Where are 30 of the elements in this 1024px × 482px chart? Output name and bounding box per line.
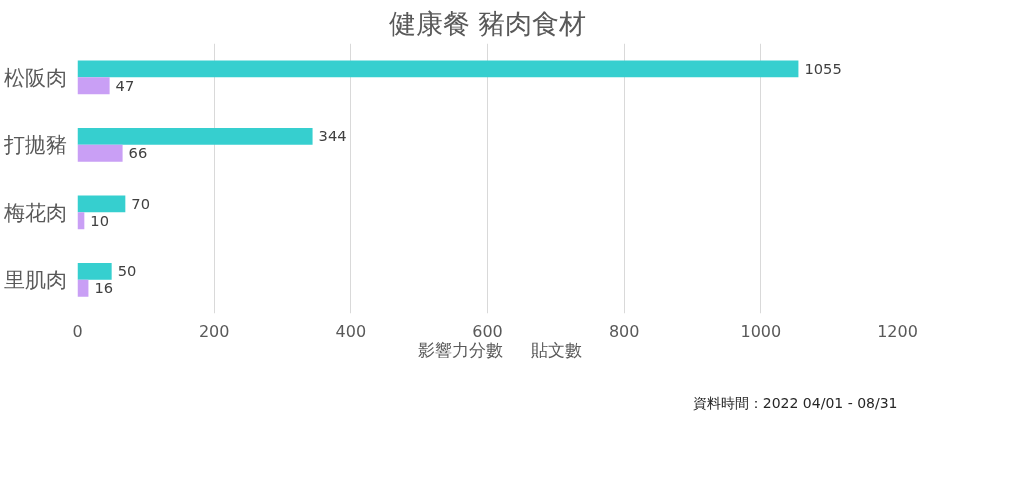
bar bbox=[77, 262, 112, 280]
data-label: 10 bbox=[90, 211, 109, 229]
bar bbox=[77, 195, 126, 213]
bar bbox=[77, 279, 89, 297]
data-label: 344 bbox=[318, 127, 347, 145]
y-tick-label: 松阪肉 bbox=[3, 64, 67, 90]
text: 資料時間：2022 04/01 - 08/31 bbox=[692, 394, 898, 411]
data-label: 70 bbox=[131, 194, 150, 212]
y-tick-label: 打拋豬 bbox=[2, 132, 67, 158]
data-label: 16 bbox=[94, 279, 114, 297]
bar bbox=[77, 127, 313, 145]
bar bbox=[77, 144, 123, 162]
x-tick-label: 800 bbox=[608, 321, 640, 341]
data-label: 1055 bbox=[804, 59, 842, 77]
x-tick-label: 0 bbox=[72, 321, 83, 341]
x-tick-label: 400 bbox=[335, 321, 367, 341]
x-tick-label: 600 bbox=[472, 321, 503, 341]
x-tick-label: 200 bbox=[198, 321, 230, 341]
data-label: 66 bbox=[128, 144, 148, 162]
data-label: 50 bbox=[117, 262, 137, 280]
x-tick-label: 1000 bbox=[740, 321, 782, 341]
text: 影響力分數 bbox=[417, 339, 503, 362]
bar bbox=[77, 77, 110, 95]
chart-title: 健康餐 豬肉食材 bbox=[388, 7, 587, 39]
y-tick-label: 里肌肉 bbox=[3, 267, 67, 293]
text: 貼文數 bbox=[530, 339, 582, 362]
data-label: 47 bbox=[115, 76, 135, 94]
y-tick-label: 梅花肉 bbox=[2, 199, 67, 225]
x-tick-label: 1200 bbox=[877, 321, 918, 341]
bar bbox=[77, 60, 799, 78]
